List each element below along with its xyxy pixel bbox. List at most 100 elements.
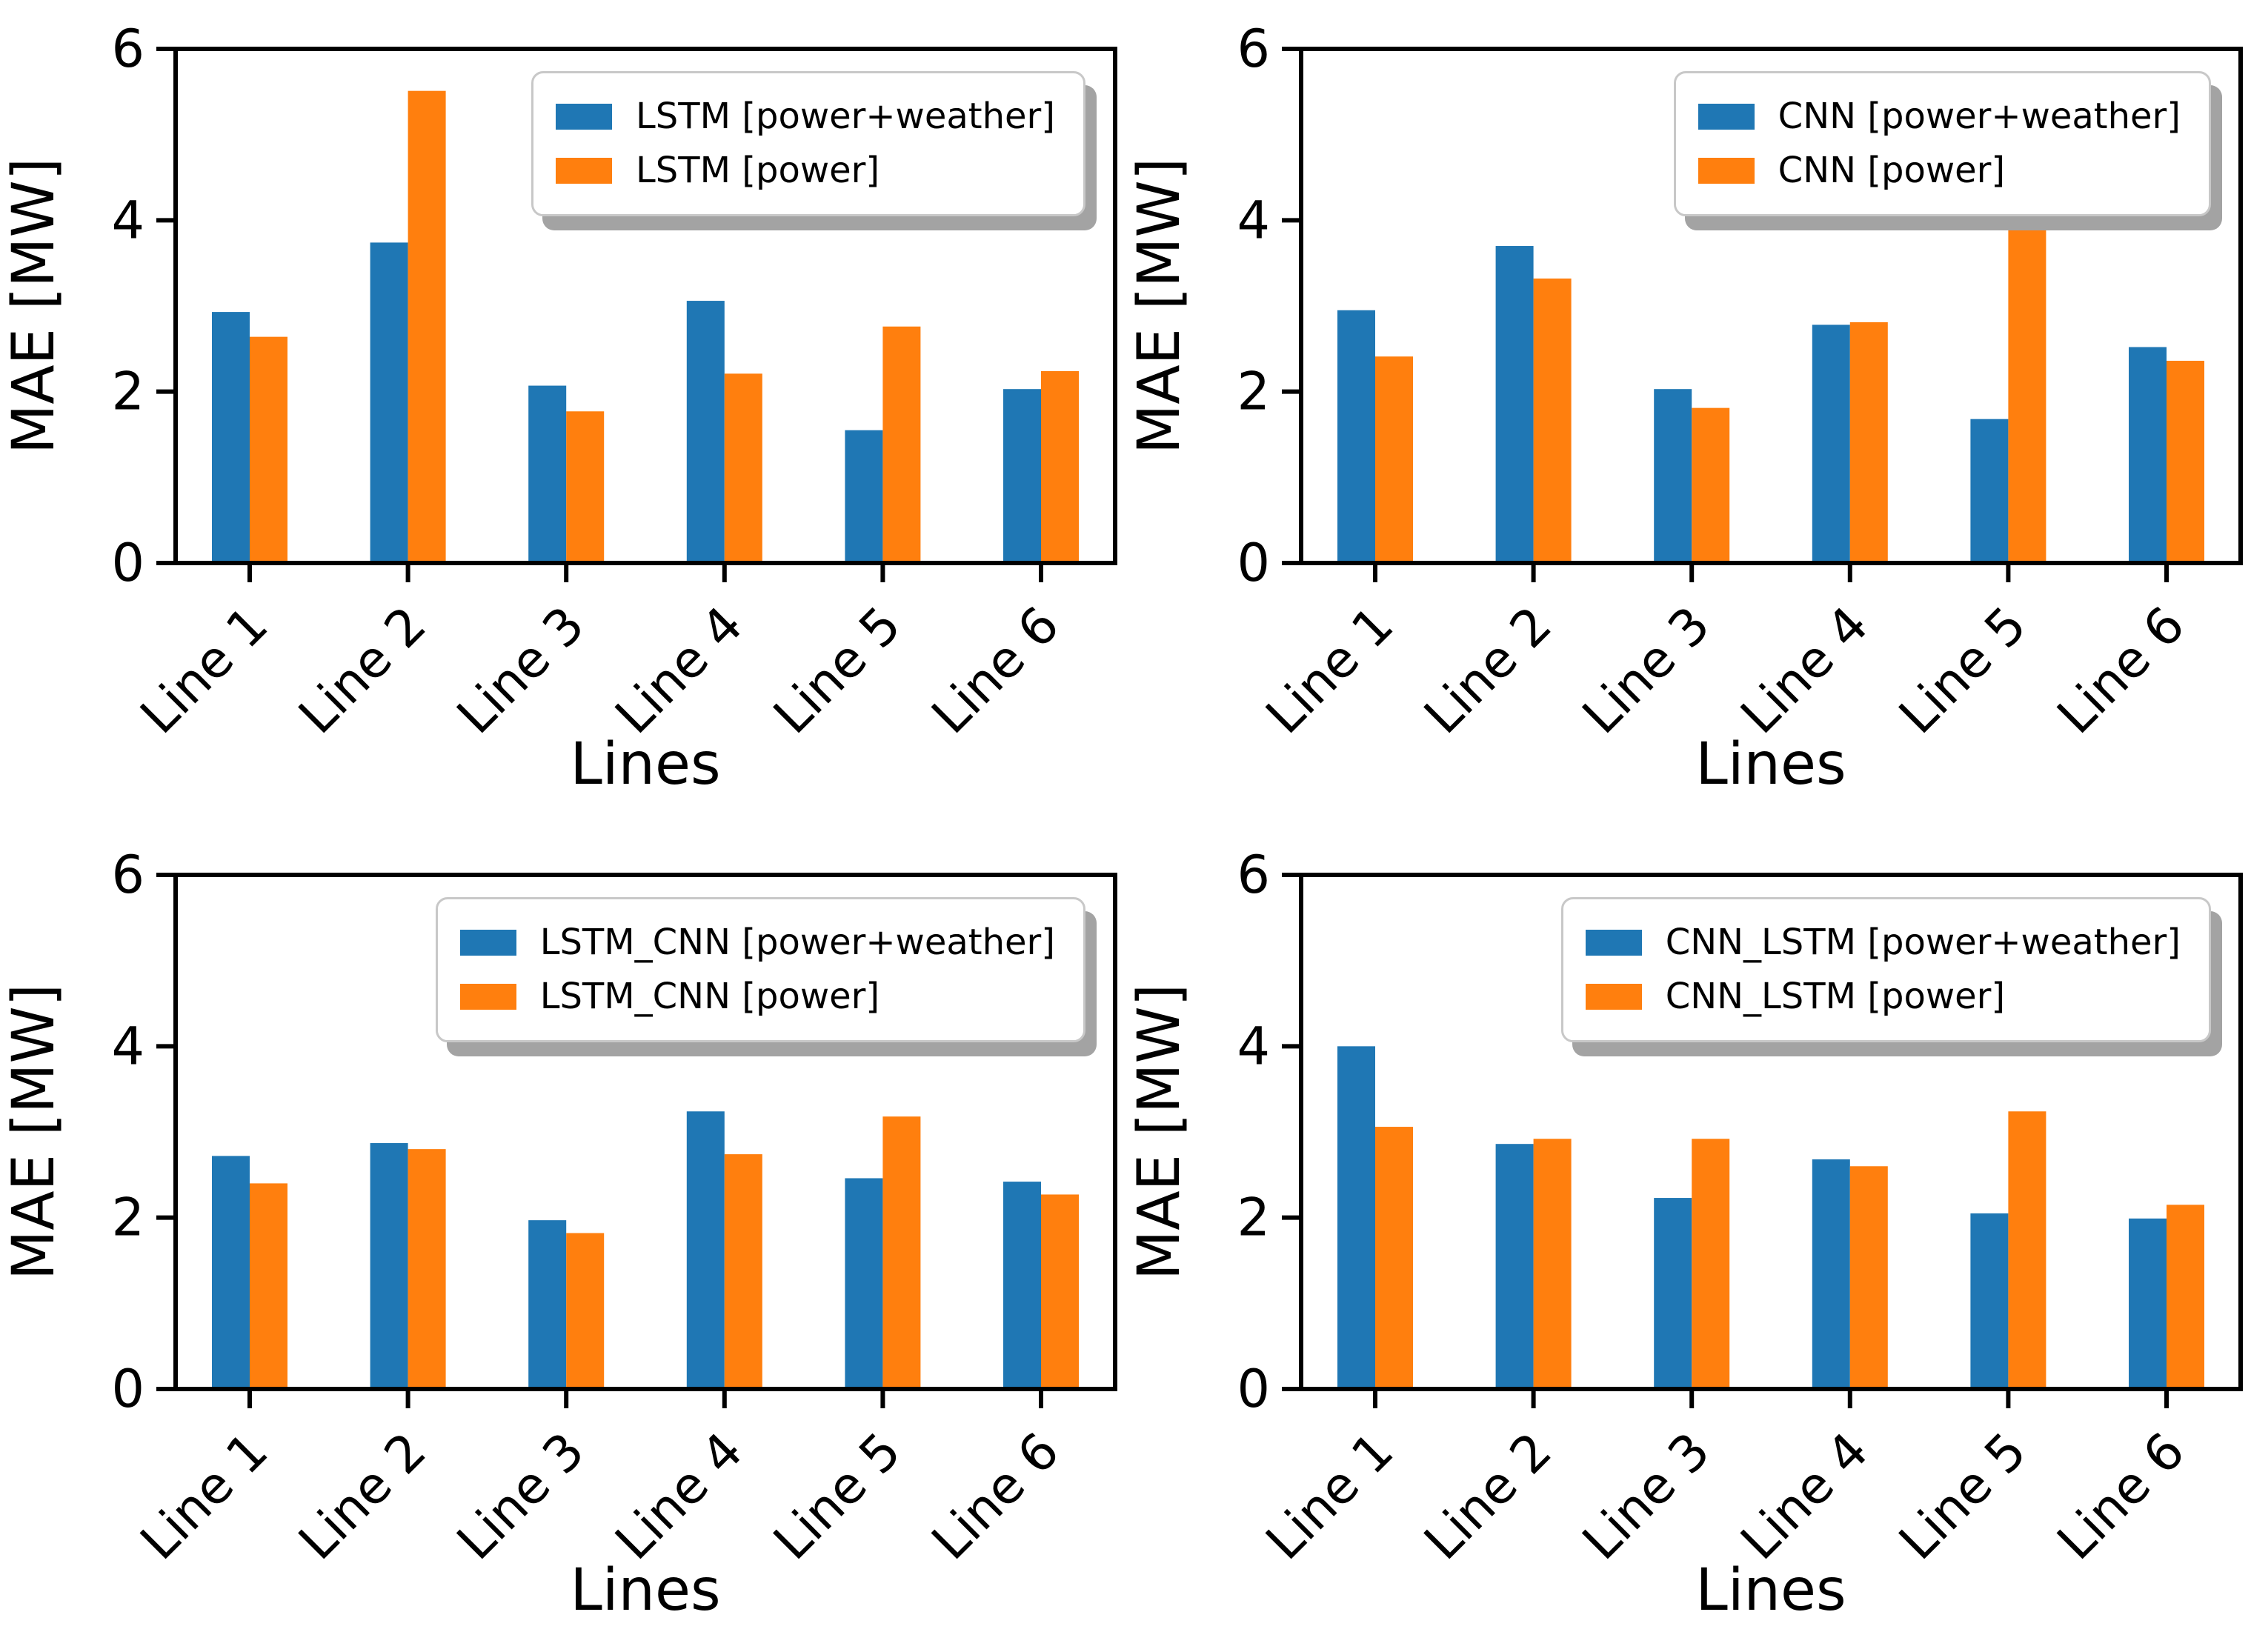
x-axis-label: Lines (1695, 731, 1846, 798)
legend-box: LSTM [power+weather] LSTM [power] (531, 71, 1085, 216)
bar-line6-lstm-power- (1041, 370, 1079, 563)
legend-box: CNN_LSTM [power+weather] CNN_LSTM [power] (1560, 897, 2211, 1042)
y-tick-label: 6 (111, 845, 144, 905)
axes-spines (1299, 47, 2243, 565)
y-tick-label: 2 (1237, 362, 1270, 422)
x-tick-label: Line 4 (1730, 1422, 1880, 1571)
bar-line5-lstm_cnn-power-weather- (845, 1178, 883, 1389)
bar-line2-cnn-power-weather- (1495, 246, 1534, 563)
y-tick-label: 4 (111, 1016, 144, 1076)
bar-line6-lstm_cnn-power- (1041, 1194, 1079, 1389)
bar-line4-cnn-power-weather- (1812, 324, 1850, 563)
bar-line4-cnn_lstm-power-weather- (1812, 1159, 1850, 1389)
bar-line2-lstm-power- (408, 90, 446, 564)
y-tick-label: 0 (111, 533, 144, 593)
x-tick-label: Line 2 (1414, 1422, 1563, 1571)
x-tick-label: Line 1 (1255, 1422, 1405, 1571)
bar-line6-cnn_lstm-power- (2167, 1205, 2204, 1389)
x-tick-label: Line 6 (921, 1422, 1071, 1571)
legend-label: LSTM [power] (636, 149, 880, 191)
y-tick-label: 4 (1237, 190, 1270, 250)
y-tick-label: 2 (1237, 1188, 1270, 1248)
y-axis-label: MAE [MW] (1, 158, 67, 454)
x-tick-label: Line 5 (762, 1422, 912, 1571)
bar-line3-lstm_cnn-power-weather- (528, 1220, 567, 1389)
bar-line4-lstm_cnn-power- (724, 1154, 762, 1389)
quadrant-top-right: 0 2 4 6 Line 1 Line 2 Line 3 Line 4 Line 5 Line 6… (1126, 0, 2251, 826)
y-axis-label: MAE [MW] (1126, 158, 1193, 454)
bar-line6-cnn_lstm-power-weather- (2129, 1218, 2167, 1389)
bar-line6-cnn-power-weather- (2129, 347, 2167, 563)
bar-line1-cnn-power-weather- (1337, 310, 1375, 563)
x-tick-label: Line 4 (605, 596, 754, 745)
legend-box: LSTM_CNN [power+weather] LSTM_CNN [power] (435, 897, 1085, 1042)
axes-spines (173, 47, 1117, 565)
x-axis-label: Lines (570, 1557, 720, 1624)
axes-spines (1299, 873, 2243, 1391)
y-tick-label: 6 (1237, 19, 1270, 79)
legend-item: LSTM_CNN [power] (459, 970, 1055, 1024)
legend-label: CNN_LSTM [power+weather] (1665, 922, 2181, 963)
bar-line4-lstm-power- (724, 373, 762, 563)
bar-chart-cnn: 0 2 4 6 Line 1 Line 2 Line 3 Line 4 Line 5 Line 6… (1126, 19, 2243, 798)
legend-swatch-icon (1698, 103, 1755, 130)
legend-label: CNN_LSTM [power] (1665, 975, 2006, 1017)
quadrant-top-left: 0 2 4 6 Line 1 Line 2 Line 3 Line 4 Line 5 Line 6… (0, 0, 1126, 826)
legend-item: CNN [power+weather] (1698, 90, 2181, 144)
legend-item: LSTM [power+weather] (556, 90, 1055, 144)
legend-item: CNN [power] (1698, 144, 2181, 198)
bar-line5-lstm-power- (882, 326, 921, 563)
y-tick-label: 4 (111, 190, 144, 250)
x-axis-label: Lines (570, 731, 720, 798)
bar-chart-lstm-cnn: 0 2 4 6 Line 1 Line 2 Line 3 Line 4 Line 5 Line 6… (1, 845, 1117, 1624)
bar-line6-lstm_cnn-power-weather- (1003, 1182, 1041, 1389)
legend-swatch-icon (1698, 157, 1755, 184)
y-tick-label: 6 (111, 19, 144, 79)
legend-swatch-icon (1585, 983, 1642, 1010)
bar-chart-cnn-lstm: 0 2 4 6 Line 1 Line 2 Line 3 Line 4 Line 5 Line 6… (1126, 845, 2243, 1624)
y-tick-label: 0 (1237, 1359, 1270, 1419)
bar-line5-lstm_cnn-power- (882, 1116, 921, 1389)
bar-line4-lstm-power-weather- (686, 301, 725, 563)
x-tick-label: Line 4 (605, 1422, 754, 1571)
bar-line5-cnn-power-weather- (1970, 419, 2009, 563)
bar-line3-cnn-power-weather- (1654, 389, 1692, 563)
bar-line1-lstm_cnn-power-weather- (212, 1156, 250, 1389)
x-tick-label: Line 6 (921, 596, 1071, 745)
bar-line2-lstm-power-weather- (370, 242, 408, 563)
bar-line4-lstm_cnn-power-weather- (686, 1111, 725, 1389)
bar-line2-cnn_lstm-power-weather- (1495, 1144, 1534, 1389)
bar-line1-cnn-power- (1375, 356, 1413, 563)
legend-label: CNN [power+weather] (1778, 96, 2181, 137)
x-tick-label: Line 3 (446, 596, 596, 745)
x-tick-label: Line 1 (130, 1422, 279, 1571)
bar-line6-cnn-power- (2167, 361, 2204, 563)
legend-swatch-icon (459, 929, 516, 956)
bar-line2-lstm_cnn-power- (408, 1149, 446, 1389)
bar-chart-lstm: 0 2 4 6 Line 1 Line 2 Line 3 Line 4 Line 5 Line 6… (1, 19, 1117, 798)
y-tick-label: 4 (1237, 1016, 1270, 1076)
x-tick-label: Line 3 (446, 1422, 596, 1571)
bar-line2-cnn_lstm-power- (1533, 1139, 1572, 1389)
x-axis-label: Lines (1695, 1557, 1846, 1624)
x-tick-label: Line 1 (1255, 596, 1405, 745)
legend-swatch-icon (459, 983, 516, 1010)
y-tick-label: 2 (111, 362, 144, 422)
quadrant-bottom-right: 0 2 4 6 Line 1 Line 2 Line 3 Line 4 Line 5 Line 6… (1126, 826, 2251, 1652)
axes-spines (173, 873, 1117, 1391)
y-axis-label: MAE [MW] (1126, 984, 1193, 1280)
x-tick-label: Line 5 (1888, 596, 2038, 745)
legend-item: LSTM [power] (556, 144, 1055, 198)
x-tick-label: Line 1 (130, 596, 279, 745)
bar-line3-cnn_lstm-power- (1692, 1139, 1730, 1389)
x-tick-label: Line 2 (288, 1422, 438, 1571)
bar-line3-lstm-power-weather- (528, 385, 567, 563)
x-tick-label: Line 3 (1572, 1422, 1721, 1571)
y-tick-label: 0 (1237, 533, 1270, 593)
x-tick-label: Line 3 (1572, 596, 1721, 745)
bar-line1-lstm_cnn-power- (250, 1183, 287, 1389)
bar-line5-cnn_lstm-power-weather- (1970, 1213, 2009, 1389)
bar-line3-lstm-power- (566, 411, 605, 563)
legend-swatch-icon (556, 157, 613, 184)
